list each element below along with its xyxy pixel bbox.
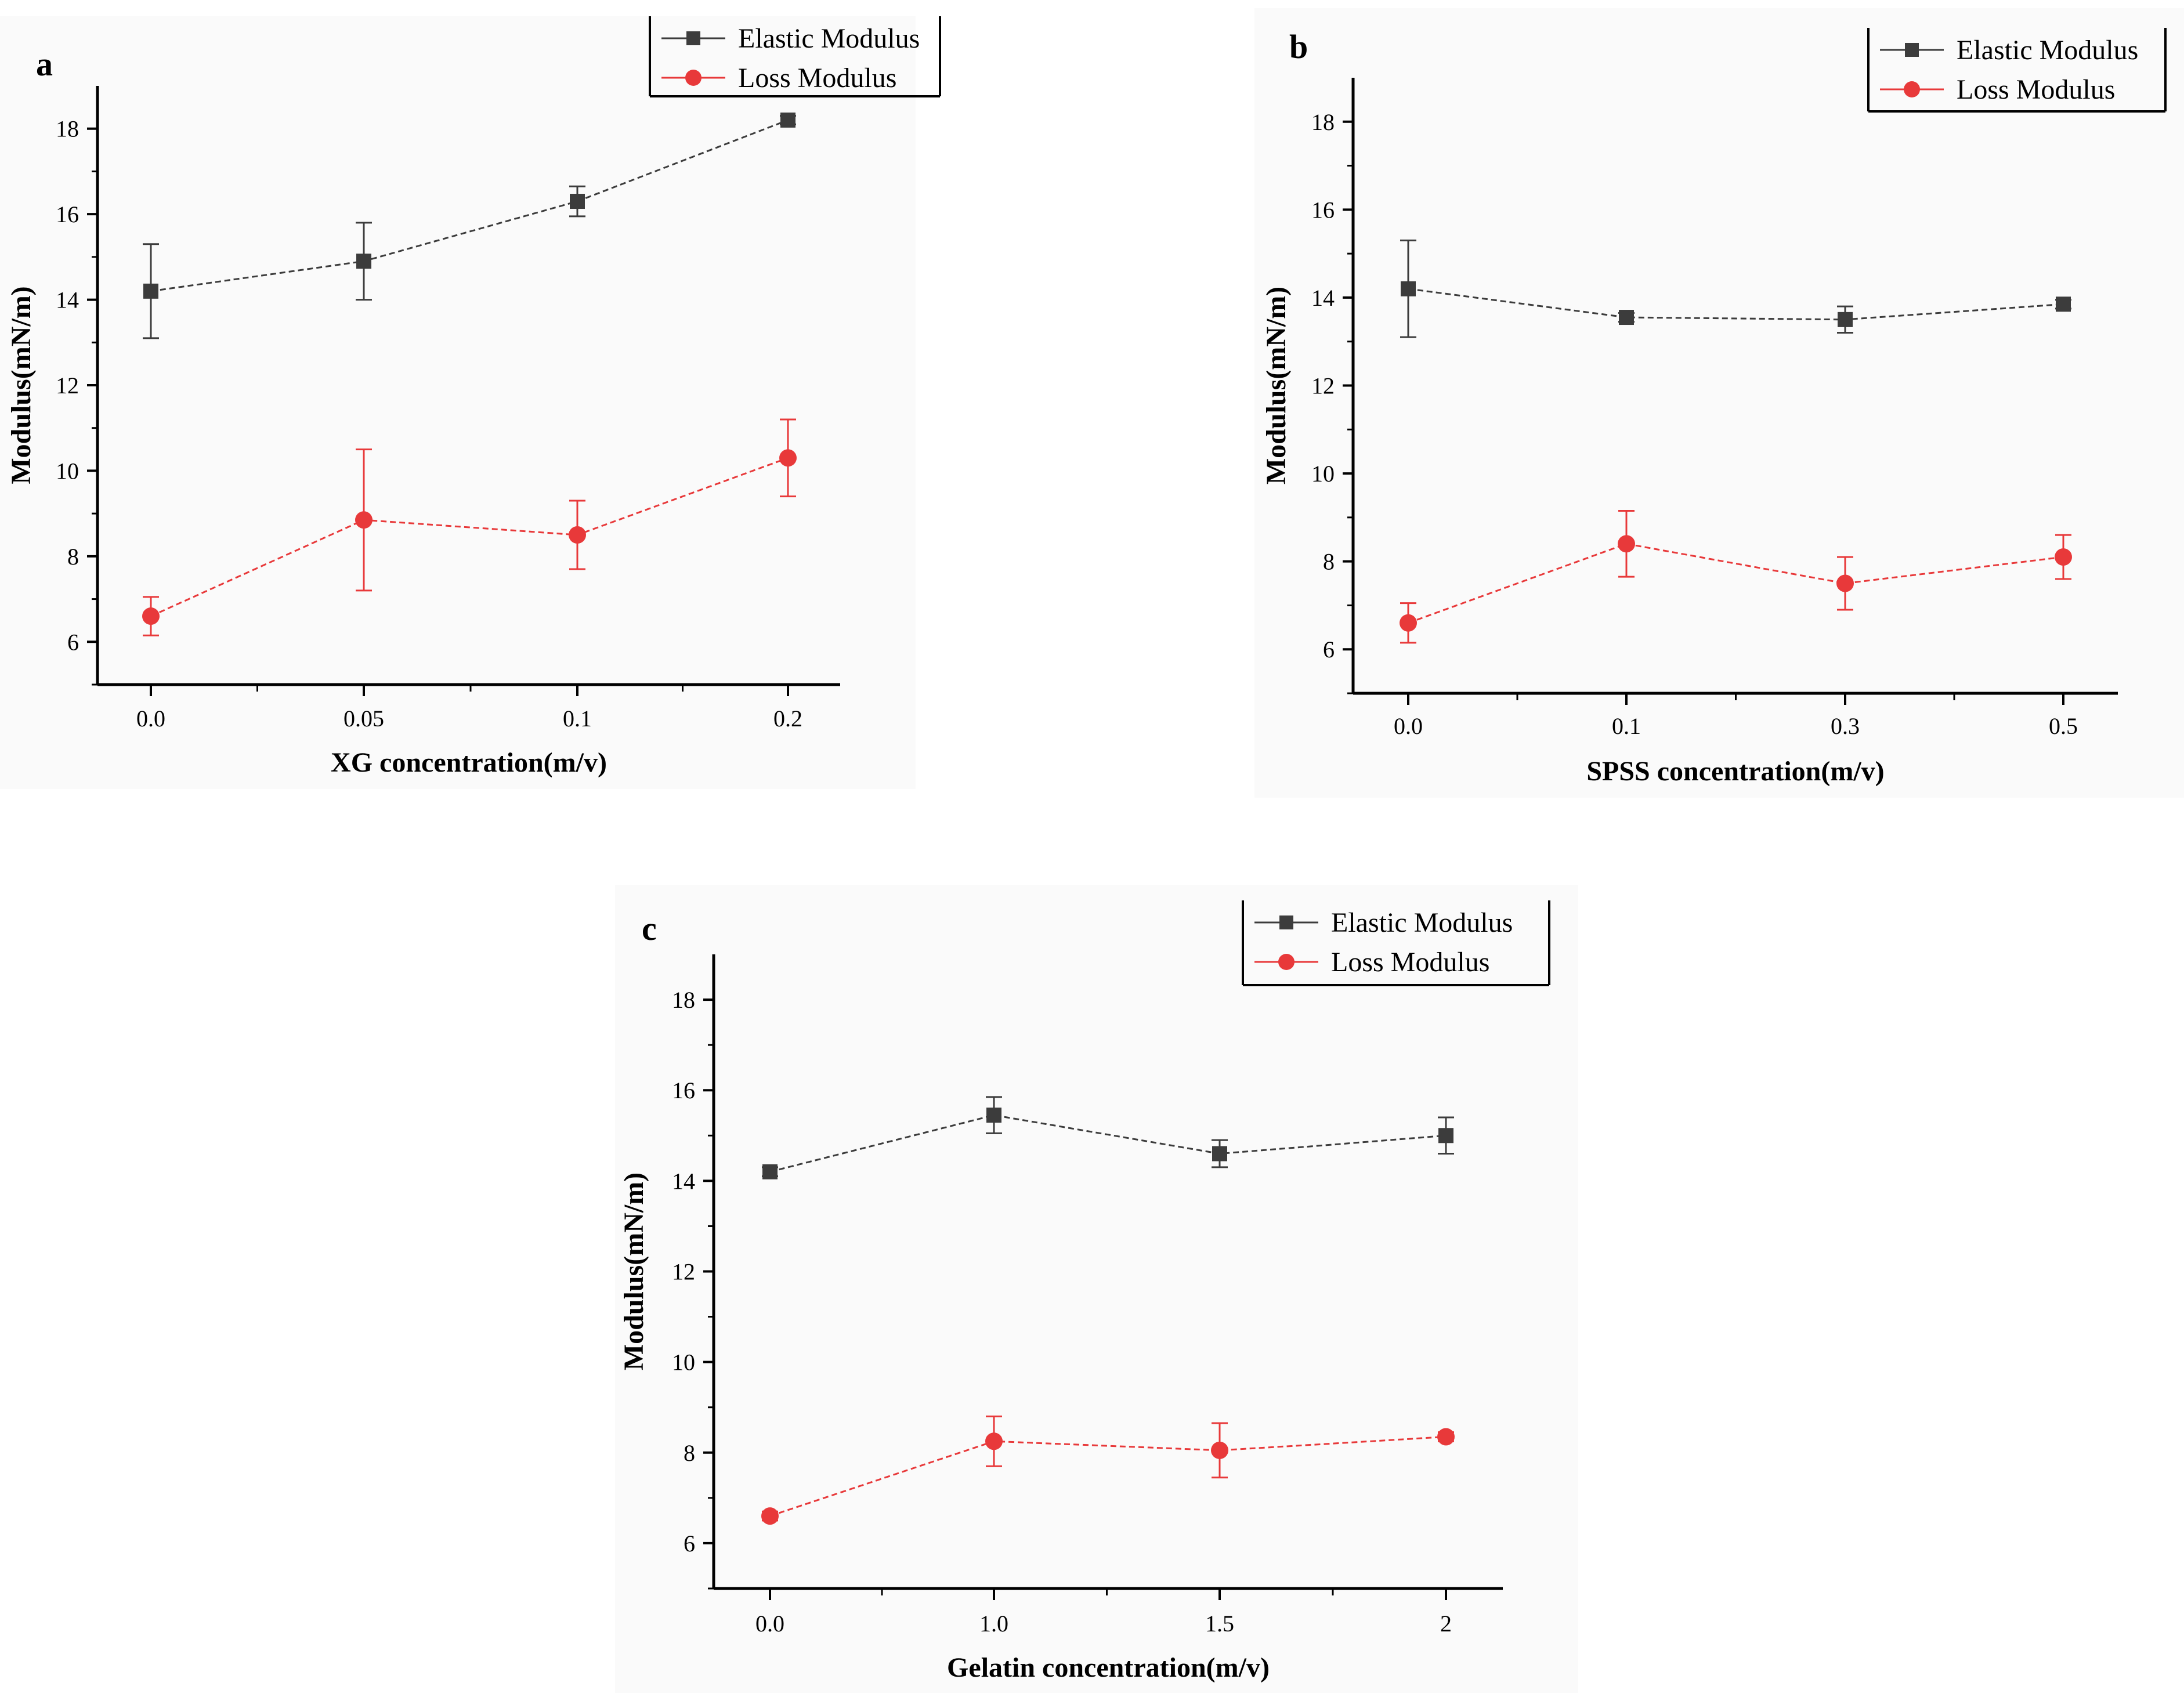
x-tick-label: 0.0 [1394, 713, 1423, 739]
x-tick-label: 2 [1440, 1611, 1452, 1637]
y-tick-label: 6 [67, 629, 79, 655]
legend-label: Loss Modulus [1957, 74, 2115, 105]
x-tick-label: 0.05 [343, 705, 384, 732]
data-point-square [1212, 1146, 1227, 1161]
y-tick-label: 18 [672, 987, 695, 1013]
series-line-0 [150, 119, 789, 292]
y-tick-label: 14 [1311, 285, 1335, 311]
y-tick-label: 8 [1323, 549, 1335, 575]
data-point-square [762, 1164, 778, 1179]
series-line-1 [769, 1435, 1447, 1517]
legend-label: Loss Modulus [1331, 947, 1489, 978]
data-point-circle [985, 1432, 1003, 1450]
x-tick-label: 0.1 [1612, 713, 1641, 739]
y-tick-label: 8 [67, 544, 79, 570]
legend-label: Elastic Modulus [1331, 907, 1513, 938]
data-point-circle [761, 1507, 779, 1525]
legend-marker-circle [1904, 81, 1920, 97]
panel-background [0, 16, 916, 789]
y-axis-label: Modulus(mN/m) [619, 1173, 649, 1370]
data-point-circle [1211, 1441, 1228, 1459]
panel-label: b [1289, 28, 1308, 66]
x-axis-label: Gelatin concentration(m/v) [947, 1652, 1270, 1683]
legend-marker-square [1905, 43, 1919, 57]
y-tick-label: 18 [56, 116, 79, 142]
y-axis-label: Modulus(mN/m) [6, 286, 37, 484]
y-tick-label: 14 [672, 1168, 695, 1194]
data-point-square [780, 112, 796, 128]
x-tick-label: 0.1 [563, 705, 592, 732]
legend-marker-square [1279, 915, 1293, 929]
y-tick-label: 12 [672, 1259, 695, 1285]
y-tick-label: 16 [672, 1077, 695, 1103]
x-tick-label: 0.5 [2049, 713, 2078, 739]
x-tick-label: 1.5 [1205, 1611, 1234, 1637]
x-tick-label: 0.0 [755, 1611, 784, 1637]
x-tick-label: 0.3 [1831, 713, 1860, 739]
data-point-circle [1618, 535, 1635, 553]
data-point-circle [1400, 614, 1417, 632]
x-tick-label: 0.2 [773, 705, 802, 732]
data-point-circle [142, 607, 160, 625]
x-tick-label: 0.0 [136, 705, 165, 732]
data-point-square [143, 283, 158, 299]
data-point-square [1838, 312, 1853, 327]
legend-label: Elastic Modulus [738, 23, 920, 54]
series-line-0 [1408, 288, 2064, 321]
panel-background [615, 885, 1578, 1693]
panel-background [1254, 8, 2184, 798]
data-point-square [570, 194, 585, 209]
data-point-square [1401, 281, 1416, 296]
y-tick-label: 16 [56, 201, 79, 227]
y-tick-label: 10 [672, 1349, 695, 1376]
panel-label: a [36, 45, 53, 83]
data-point-circle [1437, 1428, 1455, 1446]
y-tick-label: 16 [1311, 197, 1335, 223]
legend-label: Elastic Modulus [1957, 35, 2138, 66]
y-tick-label: 6 [1323, 636, 1335, 663]
y-axis-label: Modulus(mN/m) [1261, 287, 1292, 484]
legend: Elastic Modulus Loss Modulus [1242, 900, 1550, 986]
y-tick-label: 18 [1311, 109, 1335, 135]
panel-label: c [642, 910, 657, 947]
series-line-1 [150, 457, 789, 617]
data-point-square [986, 1108, 1001, 1123]
chart-panel-c: 6 8 10 12 14 16 18 0.0 1.0 1.5 2 Gelatin concentrat… [615, 885, 1578, 1693]
legend-marker-circle [685, 70, 702, 86]
chart-panel-b: 6 8 10 12 14 16 18 0.0 0.1 0.3 0.5 SPSS concentrati… [1254, 8, 2184, 798]
x-axis-label: SPSS concentration(m/v) [1586, 756, 1884, 787]
legend: Elastic Modulus Loss Modulus [649, 16, 941, 97]
y-tick-label: 10 [1311, 461, 1335, 487]
data-point-circle [1836, 574, 1854, 592]
y-tick-label: 12 [1311, 373, 1335, 399]
y-tick-label: 14 [56, 287, 79, 313]
data-point-square [2056, 296, 2071, 312]
y-tick-label: 8 [684, 1440, 695, 1466]
y-tick-label: 6 [684, 1530, 695, 1557]
data-point-square [1619, 310, 1634, 325]
y-tick-label: 12 [56, 372, 79, 399]
x-tick-label: 1.0 [979, 1611, 1008, 1637]
x-axis-label: XG concentration(m/v) [331, 747, 607, 778]
y-tick-label: 10 [56, 458, 79, 484]
series-line-0 [769, 1114, 1447, 1173]
data-point-circle [569, 526, 586, 544]
legend-label: Loss Modulus [738, 63, 896, 93]
series-line-1 [1408, 542, 2064, 624]
chart-panel-a: 6 8 10 12 14 16 18 0.0 0.05 0.1 0.2 XG concentratio… [0, 16, 941, 789]
legend: Elastic Modulus Loss Modulus [1867, 28, 2167, 113]
legend-marker-circle [1278, 954, 1295, 970]
legend-marker-square [686, 31, 700, 45]
data-point-circle [779, 449, 797, 467]
data-point-circle [355, 511, 373, 529]
data-point-circle [2055, 548, 2072, 566]
data-point-square [1438, 1128, 1453, 1144]
data-point-square [356, 254, 371, 269]
